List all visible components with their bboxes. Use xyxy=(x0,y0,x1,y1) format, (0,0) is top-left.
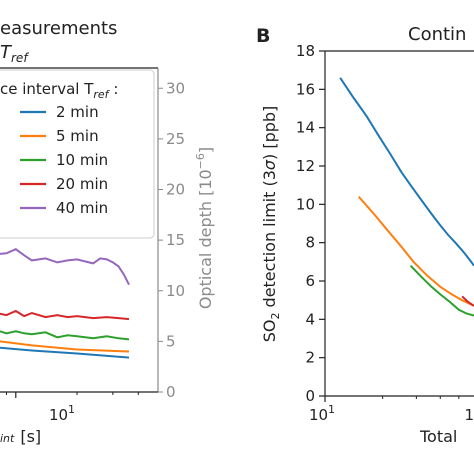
legend-title-end: : xyxy=(109,80,119,98)
panel-a-secondary-y-tick-label: 25 xyxy=(166,130,185,148)
panel-a-x-tick-exponent: 1 xyxy=(68,403,75,416)
legend-label-2: 5 min xyxy=(56,127,99,145)
panel-b-y-tick-label: 0 xyxy=(305,387,315,405)
panel-b-y-tick-label: 8 xyxy=(305,234,315,252)
panel-b-series-line-2 xyxy=(357,196,474,307)
panel-b-x-tick-partial: 1 xyxy=(464,406,474,424)
panel-a-series-line-5 xyxy=(0,248,130,286)
panel-a-title-subscript: ref xyxy=(11,51,29,65)
panel-b-y-tick-label: 12 xyxy=(296,157,315,175)
panel-a-title-symbol: T xyxy=(0,42,13,63)
panel-a-secondary-y-label-text: Optical depth [10 xyxy=(196,169,215,309)
panel-a-secondary-y-tick-label: 0 xyxy=(166,383,176,401)
panel-a-ticks: 0 5 10 15 20 25 30 xyxy=(5,79,185,401)
panel-a-secondary-y-tick-label: 20 xyxy=(166,181,185,199)
panel-a-secondary-y-label-exp: −6 xyxy=(194,153,207,169)
legend-label-1: 2 min xyxy=(56,103,99,121)
panel-a-series-line-1 xyxy=(0,346,130,359)
legend-items: 2 min 5 min 10 min 20 min 40 min xyxy=(20,103,108,217)
panel-b-y-tick-label: 16 xyxy=(296,80,315,98)
panel-b-y-axis-label: SO2 detection limit (3σ) [ppb] xyxy=(260,106,282,343)
panel-b-y-label-end: ) [ppb] xyxy=(260,106,279,160)
panel-b-y-tick-label: 18 xyxy=(296,42,315,60)
panel-b-title: Contin xyxy=(408,24,466,45)
panel-b-series-line-3 xyxy=(409,265,474,317)
panel-a-x-axis-subscript: int xyxy=(0,432,15,445)
panel-b-x-tick-label: 101 xyxy=(309,403,335,424)
panel-b-x-tick-base: 10 xyxy=(309,406,328,424)
panel-a-x-tick-base: 10 xyxy=(49,406,68,424)
panel-a-title-line2: Tref xyxy=(0,42,29,65)
panel-b-y-label-rest: detection limit (3 xyxy=(260,170,279,312)
panel-b-y-tick-label: 14 xyxy=(296,119,315,137)
panel-a-series-lines xyxy=(0,248,130,359)
panel-b-y-tick-label: 10 xyxy=(296,195,315,213)
panel-b-y-label-subscript: 2 xyxy=(269,313,282,320)
panel-b-x-tick-exponent: 1 xyxy=(328,403,335,416)
panel-a-secondary-y-tick-label: 5 xyxy=(166,332,176,350)
legend-title-subscript: ref xyxy=(93,88,110,101)
panel-a-secondary-y-tick-label: 30 xyxy=(166,79,185,97)
panel-b-y-tick-label: 4 xyxy=(305,310,315,328)
panel-b-y-label-sigma: σ xyxy=(260,159,279,170)
panel-a-secondary-y-label: Optical depth [10−6] xyxy=(194,147,215,309)
legend-label-5: 40 min xyxy=(56,199,108,217)
panel-a-x-axis-label: int [s] xyxy=(0,427,41,446)
panel-a-secondary-y-label-end: ] xyxy=(196,147,215,153)
legend-title: ce interval Tref : xyxy=(0,80,118,101)
panel-a-title-line1: easurements xyxy=(0,18,117,39)
panel-b-letter: B xyxy=(256,25,270,47)
panel-a-x-tick-label: 101 xyxy=(49,403,75,424)
panel-a-legend: ce interval Tref : 2 min 5 min 10 min 20 mi… xyxy=(0,69,155,239)
panel-a-series-line-3 xyxy=(0,330,130,341)
panel-b-y-tick-label: 6 xyxy=(305,272,315,290)
panel-b-y-tick-label: 2 xyxy=(305,349,315,367)
panel-a-x-axis-unit: [s] xyxy=(20,427,41,446)
panel-b-ticks: 0 2 4 6 8 10 12 14 16 18 xyxy=(296,42,460,405)
legend-label-3: 10 min xyxy=(56,151,108,169)
panel-b-series-lines xyxy=(339,77,474,317)
panel-a-series-line-2 xyxy=(0,340,130,353)
panel-b-series-line-1 xyxy=(339,77,474,267)
panel-b-series-line-4 xyxy=(461,295,474,307)
panel-a-series-line-4 xyxy=(0,309,130,321)
legend-title-text: ce interval T xyxy=(0,80,94,98)
panel-a-secondary-y-tick-label: 10 xyxy=(166,282,185,300)
panel-b-y-label-prefix: SO xyxy=(260,320,279,343)
legend-label-4: 20 min xyxy=(56,175,108,193)
panel-a-secondary-y-tick-label: 15 xyxy=(166,231,185,249)
panel-b-x-axis-label: Total xyxy=(419,427,457,446)
